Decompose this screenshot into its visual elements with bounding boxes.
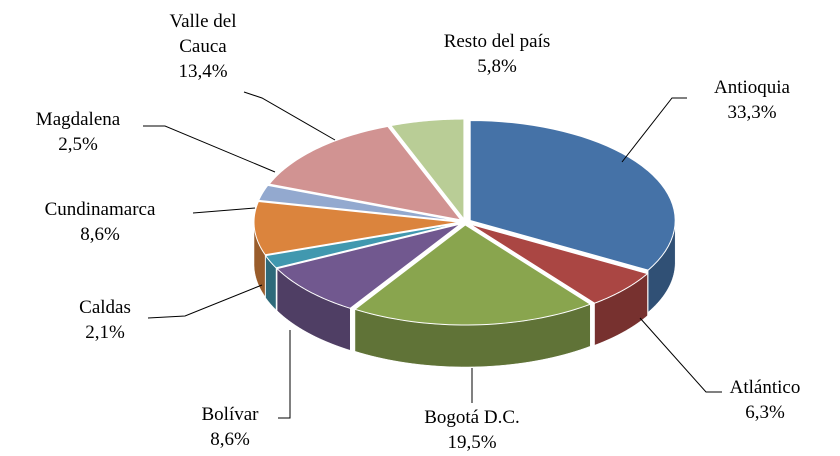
category-label: Atlántico (729, 377, 801, 398)
leader-line (192, 207, 256, 214)
data-label: Valle del Cauca 13,4% (148, 9, 258, 84)
data-label: Resto del país 5,8% (444, 29, 551, 79)
category-label: Valle del Cauca (169, 11, 237, 57)
leader-line (278, 330, 291, 419)
value-label: 8,6% (80, 224, 120, 245)
value-label: 2,1% (85, 322, 125, 343)
category-label: Bolívar (201, 404, 259, 425)
data-label: Antioquia 33,3% (714, 75, 790, 125)
category-label: Antioquia (714, 77, 790, 98)
value-label: 6,3% (745, 402, 785, 423)
leader-line (621, 97, 687, 163)
slice (264, 222, 460, 269)
data-label: Atlántico 6,3% (730, 375, 801, 425)
category-label: Caldas (79, 297, 131, 318)
data-label: Magdalena 2,5% (36, 107, 120, 157)
slice (469, 223, 649, 304)
value-label: 2,5% (58, 134, 98, 155)
value-label: 33,3% (727, 102, 777, 123)
slice (469, 119, 676, 271)
value-label: 19,5% (447, 432, 497, 453)
slice (268, 125, 462, 221)
slice (390, 118, 465, 221)
data-label: Bolívar 8,6% (202, 402, 259, 452)
slice (253, 200, 460, 256)
slice (276, 223, 461, 309)
slice (257, 184, 460, 222)
leader-line (147, 284, 263, 319)
category-label: Magdalena (35, 109, 121, 130)
leader-line (243, 91, 336, 141)
data-label: Caldas 2,1% (79, 295, 131, 345)
slice (353, 224, 592, 326)
leader-line (143, 125, 276, 173)
category-label: Bogotá D.C. (424, 407, 520, 428)
value-label: 13,4% (178, 61, 228, 82)
data-label: Cundinamarca 8,6% (45, 197, 156, 247)
data-label: Bogotá D.C. 19,5% (424, 405, 520, 455)
value-label: 8,6% (210, 429, 250, 450)
category-label: Resto del país (443, 31, 551, 52)
value-label: 5,8% (477, 56, 517, 77)
category-label: Cundinamarca (44, 199, 156, 220)
leader-line (639, 317, 722, 393)
